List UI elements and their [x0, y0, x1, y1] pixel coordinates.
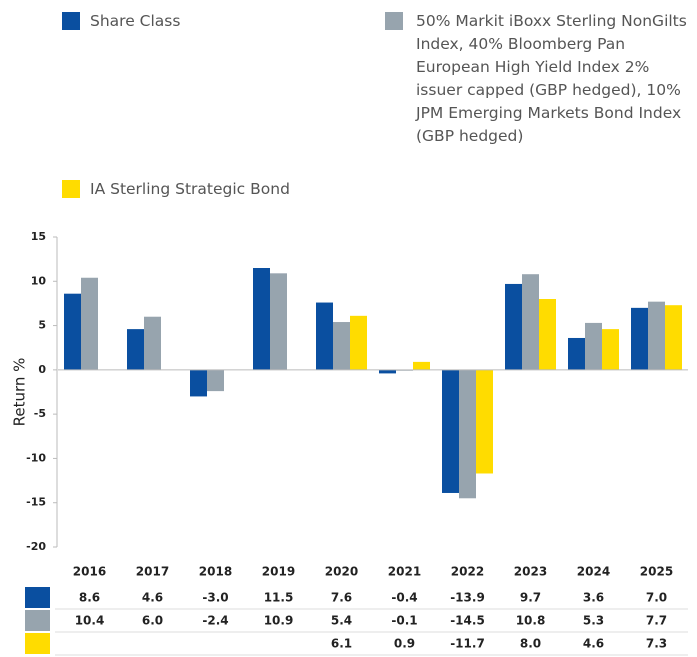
table-cell: -14.5 — [450, 614, 485, 628]
table-cell: 3.6 — [583, 591, 604, 605]
bar — [190, 369, 207, 397]
bar — [602, 329, 619, 370]
table-cell: 8.0 — [520, 637, 541, 651]
bar — [442, 369, 459, 493]
table-cell: 6.1 — [331, 637, 352, 651]
bar — [207, 369, 224, 392]
y-tick-label: 10 — [31, 274, 47, 287]
bar — [631, 307, 648, 370]
legend-label: IA Sterling Strategic Bond — [90, 180, 290, 198]
table-cell: -13.9 — [450, 591, 485, 605]
bar — [568, 337, 585, 370]
table-cell: 4.6 — [142, 591, 163, 605]
table-swatch — [25, 587, 50, 608]
table-cell: 8.6 — [79, 591, 100, 605]
table-cell: 9.7 — [520, 591, 541, 605]
bar — [505, 283, 522, 370]
table-swatch — [25, 633, 50, 654]
table-cell: -3.0 — [202, 591, 228, 605]
table-cell: 11.5 — [264, 591, 294, 605]
bar — [379, 369, 396, 374]
legend-swatch — [62, 12, 80, 30]
table-cell: 7.6 — [331, 591, 352, 605]
y-tick-label: -5 — [34, 407, 46, 420]
table-cell: -0.4 — [391, 591, 417, 605]
y-tick-label: -15 — [26, 496, 46, 509]
bar — [648, 301, 665, 370]
x-tick-label: 2023 — [514, 565, 547, 579]
x-tick-label: 2018 — [199, 565, 232, 579]
bar — [476, 369, 493, 474]
table-cell: -0.1 — [391, 614, 417, 628]
table-cell: 10.8 — [516, 614, 546, 628]
bar — [64, 293, 81, 370]
bar — [333, 322, 350, 370]
bar — [665, 305, 682, 370]
y-tick-label: 0 — [38, 363, 46, 376]
x-tick-label: 2025 — [640, 565, 673, 579]
bar — [585, 322, 602, 370]
bar — [413, 361, 430, 370]
y-tick-label: 5 — [38, 319, 46, 332]
legend-swatch — [385, 12, 403, 30]
y-tick-label: -10 — [26, 451, 46, 464]
table-cell: 5.3 — [583, 614, 604, 628]
table-cell: 4.6 — [583, 637, 604, 651]
table-cell: 7.7 — [646, 614, 667, 628]
bar — [522, 274, 539, 370]
y-tick-label: -20 — [26, 540, 46, 553]
table-cell: 10.9 — [264, 614, 294, 628]
bar — [539, 299, 556, 370]
legend-label: Share Class — [90, 12, 181, 30]
table-cell: 10.4 — [75, 614, 105, 628]
bar — [350, 315, 367, 370]
table-cell: 0.9 — [394, 637, 415, 651]
table-cell: 7.3 — [646, 637, 667, 651]
y-axis-label: Return % — [11, 358, 29, 427]
table-cell: 7.0 — [646, 591, 667, 605]
x-tick-label: 2016 — [73, 565, 106, 579]
legend-swatch — [62, 180, 80, 198]
table-cell: -2.4 — [202, 614, 228, 628]
legend-label: 50% Markit iBoxx Sterling NonGilts Index… — [416, 12, 687, 145]
table-swatch — [25, 610, 50, 631]
x-tick-label: 2020 — [325, 565, 358, 579]
bar — [270, 273, 287, 370]
x-tick-label: 2019 — [262, 565, 295, 579]
bar — [459, 369, 476, 499]
x-tick-label: 2022 — [451, 565, 484, 579]
y-tick-label: 15 — [31, 230, 46, 243]
x-tick-label: 2024 — [577, 565, 610, 579]
x-tick-label: 2021 — [388, 565, 421, 579]
bar — [81, 277, 98, 370]
bar — [144, 316, 161, 370]
bar — [253, 268, 270, 370]
table-cell: 6.0 — [142, 614, 163, 628]
table-cell: -11.7 — [450, 637, 485, 651]
bar — [127, 329, 144, 370]
table-cell: 5.4 — [331, 614, 352, 628]
x-tick-label: 2017 — [136, 565, 169, 579]
bar — [316, 302, 333, 370]
